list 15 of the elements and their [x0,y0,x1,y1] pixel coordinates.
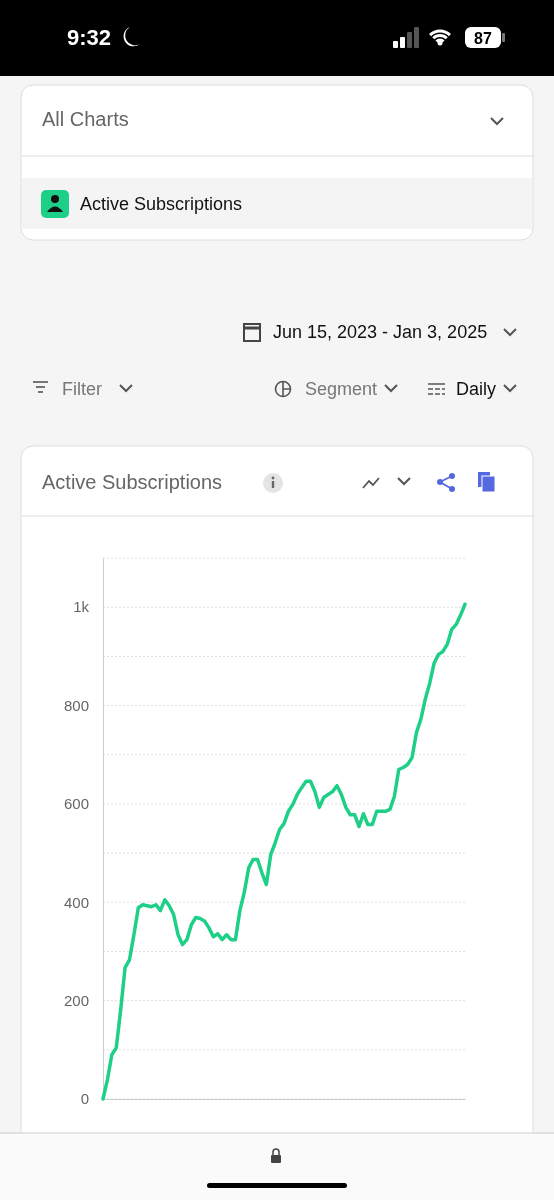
y-tick-label: 1k [73,598,90,616]
y-tick-label: 600 [63,795,89,813]
text: All Charts [42,108,129,130]
y-tick-label: 400 [63,893,89,911]
chart-title: Active Subscriptions [42,471,223,493]
text: 87 [474,30,492,47]
y-tick-label: 800 [63,696,89,714]
chart-subtitle: Jun 15, 2023 - Jan 3, 2025 [273,322,488,342]
text: Active Subscriptions [80,194,243,214]
y-tick-label: 200 [63,991,89,1009]
text: Daily [456,379,497,399]
text: Filter [62,379,102,399]
text: 9:32 [67,25,112,50]
y-tick-label: 0 [80,1090,89,1108]
text: Segment [305,379,378,399]
